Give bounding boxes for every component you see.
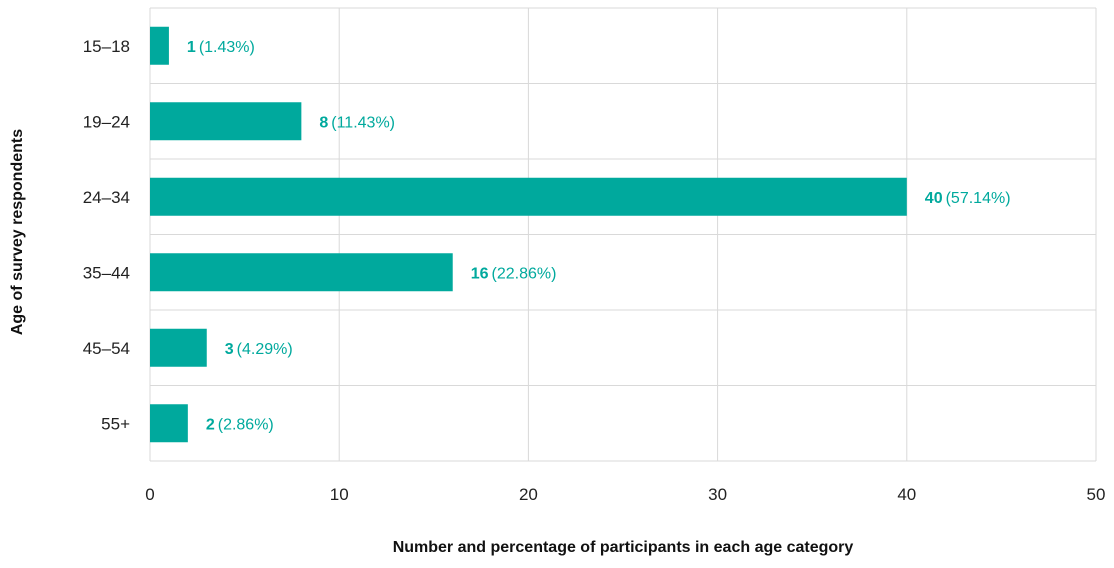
data-label-value: 8 — [319, 114, 328, 131]
data-label: 8 (11.43%) — [319, 114, 395, 131]
data-label-percent: (22.86%) — [492, 265, 557, 282]
grid-lines — [149, 7, 1097, 462]
bar — [150, 253, 453, 292]
data-label-value: 2 — [206, 416, 215, 433]
data-label-value: 1 — [187, 39, 196, 56]
data-label-percent: (2.86%) — [218, 416, 274, 433]
bar — [150, 177, 907, 216]
x-axis-title: Number and percentage of participants in… — [393, 539, 854, 556]
data-label-percent: (57.14%) — [946, 190, 1011, 207]
data-label: 3 (4.29%) — [225, 341, 293, 358]
data-label: 2 (2.86%) — [206, 416, 274, 433]
x-tick-label: 0 — [145, 485, 154, 504]
data-label-percent: (1.43%) — [199, 39, 255, 56]
x-tick-label: 20 — [519, 485, 538, 504]
x-tick-label: 30 — [708, 485, 727, 504]
y-axis-title: Age of survey respondents — [9, 129, 26, 335]
data-label-value: 16 — [471, 265, 489, 282]
y-tick-label: 45–54 — [83, 339, 130, 358]
data-labels: 1 (1.43%) 8 (11.43%) 40 (57.14%) 16 (22.86%) 3 (4… — [187, 39, 1011, 434]
y-tick-label: 55+ — [101, 414, 130, 433]
y-tick-label: 35–44 — [83, 263, 130, 282]
x-tick-labels: 0 10 20 30 40 50 — [145, 485, 1105, 504]
y-tick-labels: 15–18 19–24 24–34 35–44 45–54 55+ — [83, 37, 130, 434]
data-label-value: 3 — [225, 341, 234, 358]
x-tick-label: 10 — [330, 485, 349, 504]
data-label-percent: (4.29%) — [237, 341, 293, 358]
y-tick-label: 24–34 — [83, 188, 130, 207]
data-label: 40 (57.14%) — [925, 190, 1011, 207]
bar — [150, 102, 302, 141]
data-label-percent: (11.43%) — [331, 114, 395, 131]
y-tick-label: 19–24 — [83, 112, 130, 131]
data-label: 16 (22.86%) — [471, 265, 557, 282]
data-label: 1 (1.43%) — [187, 39, 255, 56]
data-label-value: 40 — [925, 190, 943, 207]
bar — [150, 404, 188, 443]
y-tick-label: 15–18 — [83, 37, 130, 56]
bar — [150, 328, 207, 367]
x-tick-label: 40 — [897, 485, 916, 504]
x-tick-label: 50 — [1087, 485, 1106, 504]
bars — [150, 26, 907, 443]
bar — [150, 26, 169, 65]
